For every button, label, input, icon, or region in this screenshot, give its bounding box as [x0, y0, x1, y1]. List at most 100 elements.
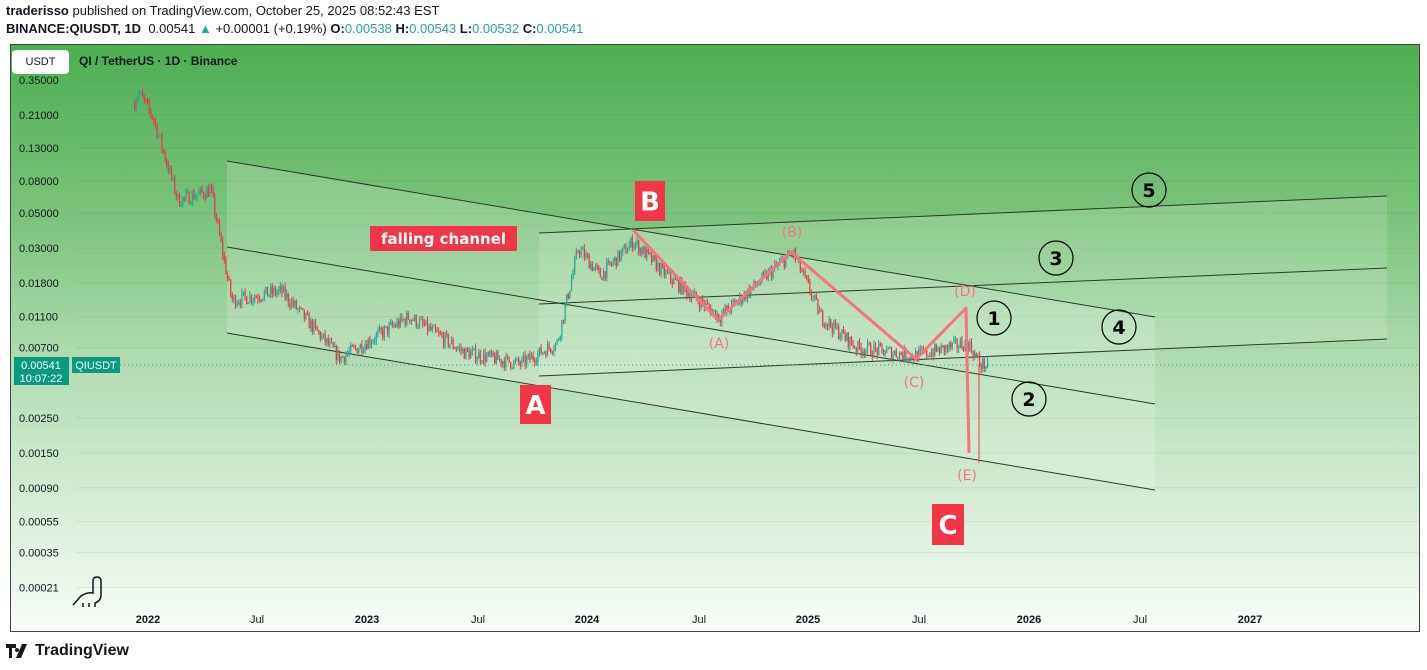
- high-label: H:: [395, 21, 410, 36]
- candle-body: [303, 309, 305, 319]
- candle-body: [386, 326, 389, 335]
- candle-body: [817, 299, 819, 314]
- candle-body: [398, 321, 400, 327]
- candle-body: [943, 345, 945, 352]
- candle-body: [510, 362, 512, 368]
- candle-body: [954, 339, 957, 341]
- candle-body: [412, 319, 414, 321]
- candle-body: [617, 250, 619, 267]
- author[interactable]: traderisso: [6, 3, 69, 18]
- x-tick-label: 2022: [136, 614, 160, 626]
- candle-body: [262, 299, 264, 301]
- candle-body: [599, 269, 601, 278]
- candle-body: [559, 336, 561, 340]
- chart-svg[interactable]: 0.35000 0.21000 0.13000 0.08000 0.05000 0.030…: [11, 45, 1420, 632]
- symbol-label: BINANCE:QIUSDT, 1D: [6, 21, 142, 36]
- candle-body: [433, 326, 435, 328]
- candle-body: [639, 248, 641, 254]
- y-tick-label: 0.13000: [19, 143, 59, 155]
- label-a: A: [525, 391, 545, 421]
- currency-button[interactable]: USDT: [12, 50, 69, 74]
- candle-body: [671, 280, 673, 284]
- candle-body: [330, 341, 333, 343]
- x-tick-label: Jul: [1133, 614, 1147, 626]
- candle-body: [612, 261, 614, 265]
- tradingview-footer[interactable]: TradingView: [6, 642, 129, 660]
- candle-body: [607, 261, 609, 263]
- candle-body: [914, 351, 917, 360]
- candle-body: [239, 302, 241, 305]
- candle-body: [646, 249, 648, 259]
- wave-label: (A): [709, 336, 730, 352]
- candle-body: [257, 297, 259, 300]
- candle-body: [305, 313, 307, 319]
- candle-body: [858, 340, 861, 348]
- candle-body: [436, 330, 438, 332]
- candle-body: [391, 322, 393, 327]
- candle-body: [938, 348, 941, 354]
- candle-body: [630, 238, 632, 246]
- candle-body: [178, 194, 181, 207]
- candle-body: [252, 299, 254, 302]
- impulse-label: 1: [987, 308, 1000, 330]
- candle-body: [881, 344, 883, 350]
- candle-body: [614, 257, 616, 262]
- symbol-tag: QIUSDT: [75, 360, 117, 372]
- candle-body: [271, 287, 273, 294]
- candle-body: [452, 340, 454, 348]
- candle-body: [380, 327, 382, 331]
- candle-body: [378, 327, 381, 331]
- candle-body: [942, 345, 944, 347]
- candle-body: [377, 330, 379, 334]
- candle-body: [506, 355, 509, 357]
- candle-body: [831, 326, 833, 333]
- candle-body: [686, 287, 688, 296]
- y-tick-label: 0.00250: [19, 413, 59, 425]
- candle-body: [962, 348, 965, 352]
- candle-body: [458, 347, 461, 349]
- candle-body: [582, 248, 584, 250]
- y-tick-label: 0.00055: [19, 517, 59, 529]
- candle-body: [854, 347, 856, 349]
- candle-body: [842, 329, 845, 334]
- candle-body: [361, 344, 363, 353]
- candle-body: [762, 273, 765, 275]
- label-b-box: [635, 181, 665, 221]
- candle-body: [727, 305, 729, 311]
- candle-body: [338, 350, 341, 362]
- candle-body: [310, 320, 312, 329]
- candle-body: [326, 338, 328, 343]
- candle-body: [297, 308, 299, 310]
- candle-body: [217, 220, 219, 223]
- impulse-circle: [976, 300, 1012, 336]
- candle-body: [474, 348, 477, 362]
- candle-body: [714, 309, 717, 320]
- x-tick-label: Jul: [471, 614, 485, 626]
- candle-body: [978, 355, 981, 365]
- wave-label: (B): [782, 225, 803, 241]
- candle-body: [434, 326, 437, 331]
- candle-body: [926, 348, 928, 356]
- candle-body: [503, 361, 505, 368]
- candle-body: [974, 353, 976, 359]
- candle-body: [545, 352, 547, 357]
- candle-body: [425, 320, 427, 326]
- candle-body: [628, 245, 630, 251]
- candle-body: [610, 264, 613, 266]
- candle-body: [945, 345, 947, 352]
- candle-body: [937, 348, 939, 351]
- candle-body: [986, 358, 989, 367]
- candle-body: [871, 355, 873, 357]
- candle-body: [170, 168, 173, 179]
- candle-body: [282, 286, 285, 293]
- candle-body: [934, 344, 936, 357]
- candle-body: [142, 92, 144, 97]
- chart-area[interactable]: 0.35000 0.21000 0.13000 0.08000 0.05000 0.030…: [10, 44, 1420, 632]
- candle-body: [351, 345, 353, 347]
- candle-body: [897, 356, 899, 359]
- candle-body: [281, 285, 283, 293]
- candle-body: [134, 103, 136, 111]
- candle-body: [401, 315, 403, 320]
- candle-body: [665, 271, 667, 276]
- candle-body: [522, 355, 525, 359]
